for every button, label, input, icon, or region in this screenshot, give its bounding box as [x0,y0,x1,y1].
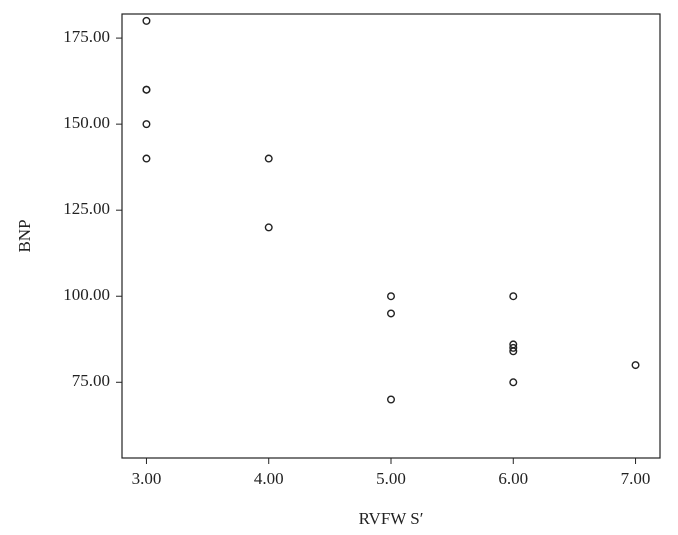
point [387,395,396,404]
x-tick-label: 5.00 [376,469,406,488]
point [387,309,396,318]
y-axis-label: BNP [15,219,34,252]
y-tick-label: 100.00 [63,285,110,304]
point [631,361,640,370]
point [509,378,518,387]
point [509,347,518,356]
point [387,292,396,301]
point [142,154,151,163]
y-tick-label: 125.00 [63,199,110,218]
point [509,343,518,352]
y-tick-label: 150.00 [63,113,110,132]
point [264,223,273,232]
point [142,120,151,129]
y-tick-label: 175.00 [63,27,110,46]
x-tick-label: 6.00 [498,469,528,488]
x-tick-label: 7.00 [621,469,651,488]
point [142,85,151,94]
point [142,16,151,25]
plot-frame [121,13,661,459]
x-tick-label: 3.00 [132,469,162,488]
x-axis-label: RVFW S′ [359,509,424,528]
y-tick-label: 75.00 [72,371,110,390]
point [264,154,273,163]
x-tick-label: 4.00 [254,469,284,488]
point [509,292,518,301]
